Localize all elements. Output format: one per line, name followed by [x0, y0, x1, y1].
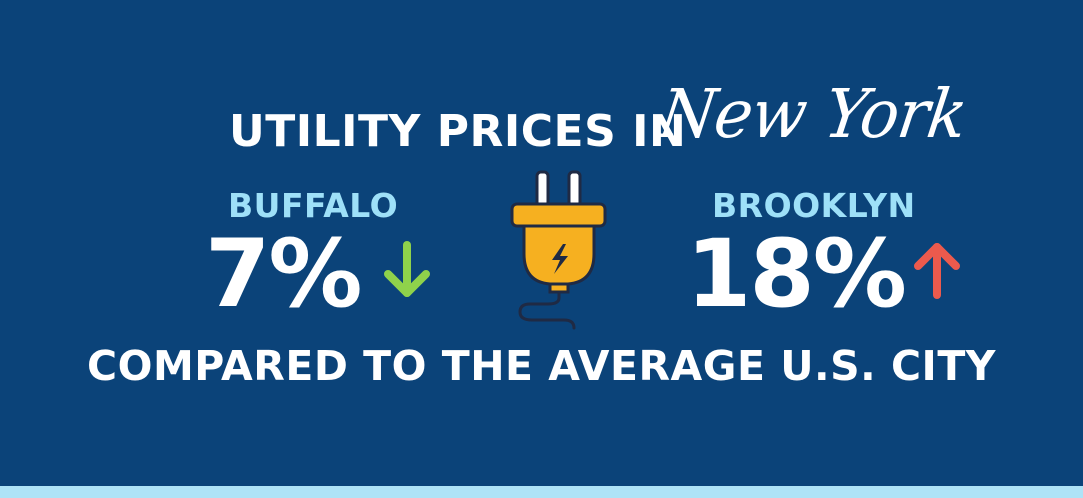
bottom-accent-strip: [0, 486, 1083, 498]
headline: UTILITY PRICES IN New York: [0, 76, 1083, 174]
arrow-up-icon: [914, 243, 960, 299]
arrow-down-icon: [384, 241, 430, 297]
city-label-brooklyn: BROOKLYN: [712, 186, 916, 225]
headline-text: UTILITY PRICES IN: [229, 106, 687, 157]
headline-script-text: New York: [654, 76, 972, 154]
comparison-tagline: COMPARED TO THE AVERAGE U.S. CITY: [87, 342, 996, 390]
city-label-buffalo: BUFFALO: [228, 186, 399, 225]
electric-plug-icon: [510, 170, 607, 330]
city-percent-brooklyn: 18%: [686, 220, 907, 329]
city-percent-buffalo: 7%: [205, 220, 363, 329]
